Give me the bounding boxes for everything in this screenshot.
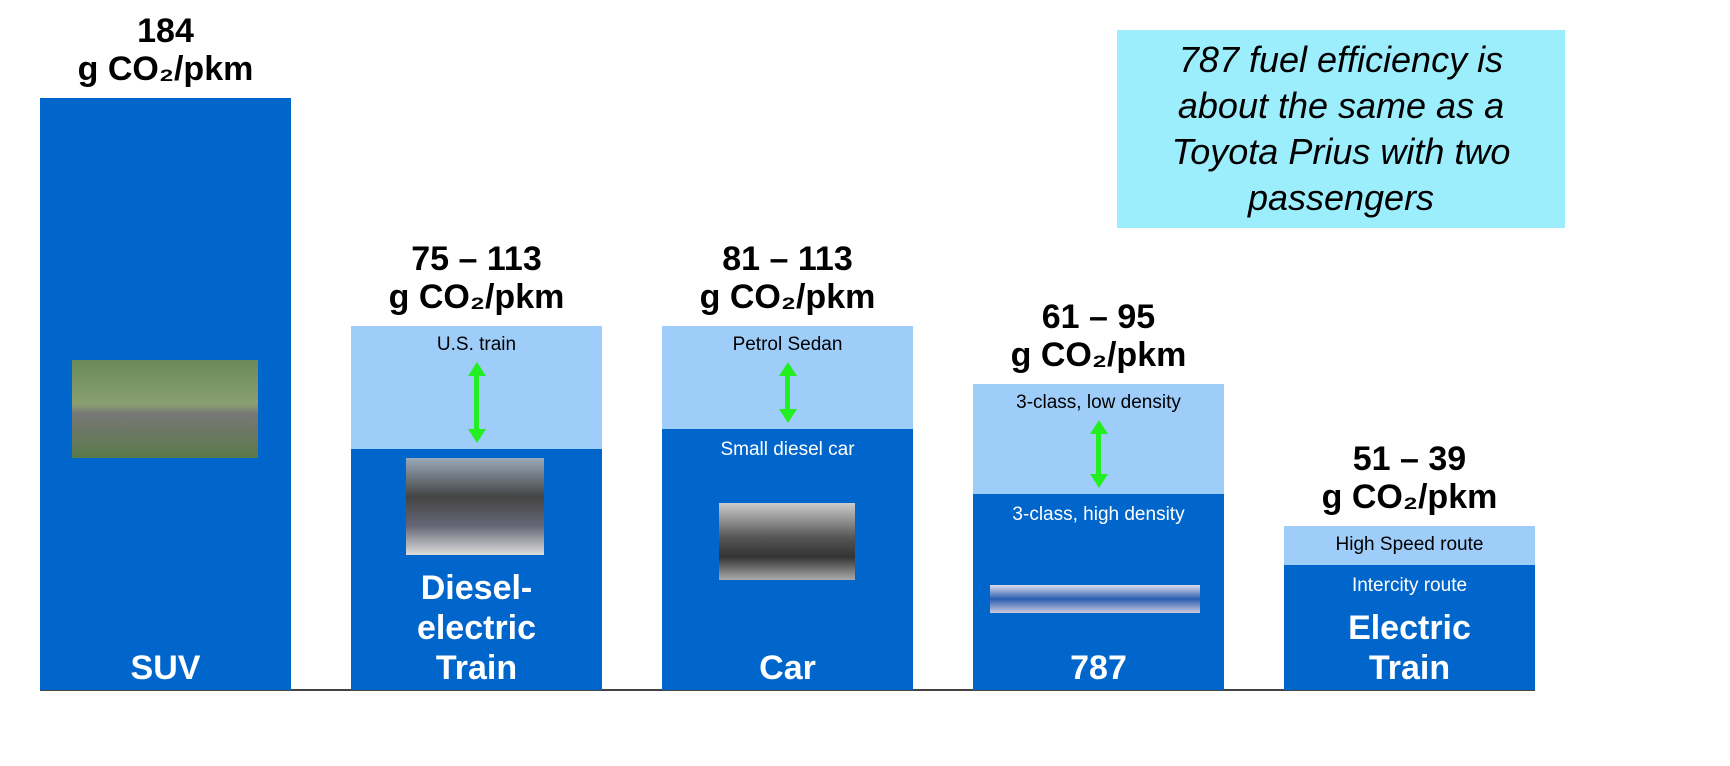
arrow-shaft	[474, 374, 479, 431]
category-label: SUV	[130, 649, 201, 687]
category-label: Car	[759, 649, 816, 687]
low-note: Small diesel car	[720, 439, 855, 461]
photo	[990, 585, 1200, 613]
value-label: 184	[137, 12, 194, 50]
unit-label: g CO₂/pkm	[699, 278, 876, 317]
arrow-head	[467, 362, 486, 377]
photo	[406, 458, 544, 555]
unit-label: g CO₂/pkm	[77, 50, 254, 88]
high-note: Petrol Sedan	[732, 334, 843, 356]
photo	[719, 503, 855, 580]
arrow-head	[778, 409, 797, 424]
high-note: 3-class, low density	[1016, 392, 1181, 414]
arrow-head	[778, 362, 797, 377]
value-label: 75 – 113	[411, 240, 542, 279]
arrow-head	[1089, 420, 1108, 435]
high-note: High Speed route	[1335, 533, 1484, 555]
value-label: 61 – 95	[1041, 298, 1156, 337]
annotation: 787 fuel efficiency is about the same as…	[1117, 30, 1565, 228]
category-label: Electric Train	[1348, 609, 1471, 687]
unit-label: g CO₂/pkm	[388, 278, 565, 317]
unit-label: g CO₂/pkm	[1321, 477, 1498, 516]
arrow-head	[467, 428, 486, 443]
category-label: Diesel-electric Train	[416, 569, 537, 687]
bar	[1284, 564, 1535, 690]
low-note: Intercity route	[1351, 574, 1468, 596]
high-note: U.S. train	[436, 334, 517, 356]
range-bar	[1284, 525, 1535, 565]
baseline	[40, 689, 1535, 691]
arrow-shaft	[1096, 432, 1101, 476]
low-note: 3-class, high density	[1012, 503, 1185, 525]
category-label: 787	[1070, 649, 1127, 687]
photo	[72, 360, 258, 458]
value-label: 51 – 39	[1352, 439, 1467, 478]
value-label: 81 – 113	[722, 240, 853, 279]
arrow-shaft	[785, 374, 790, 412]
arrow-head	[1089, 473, 1108, 488]
unit-label: g CO₂/pkm	[1010, 336, 1187, 375]
